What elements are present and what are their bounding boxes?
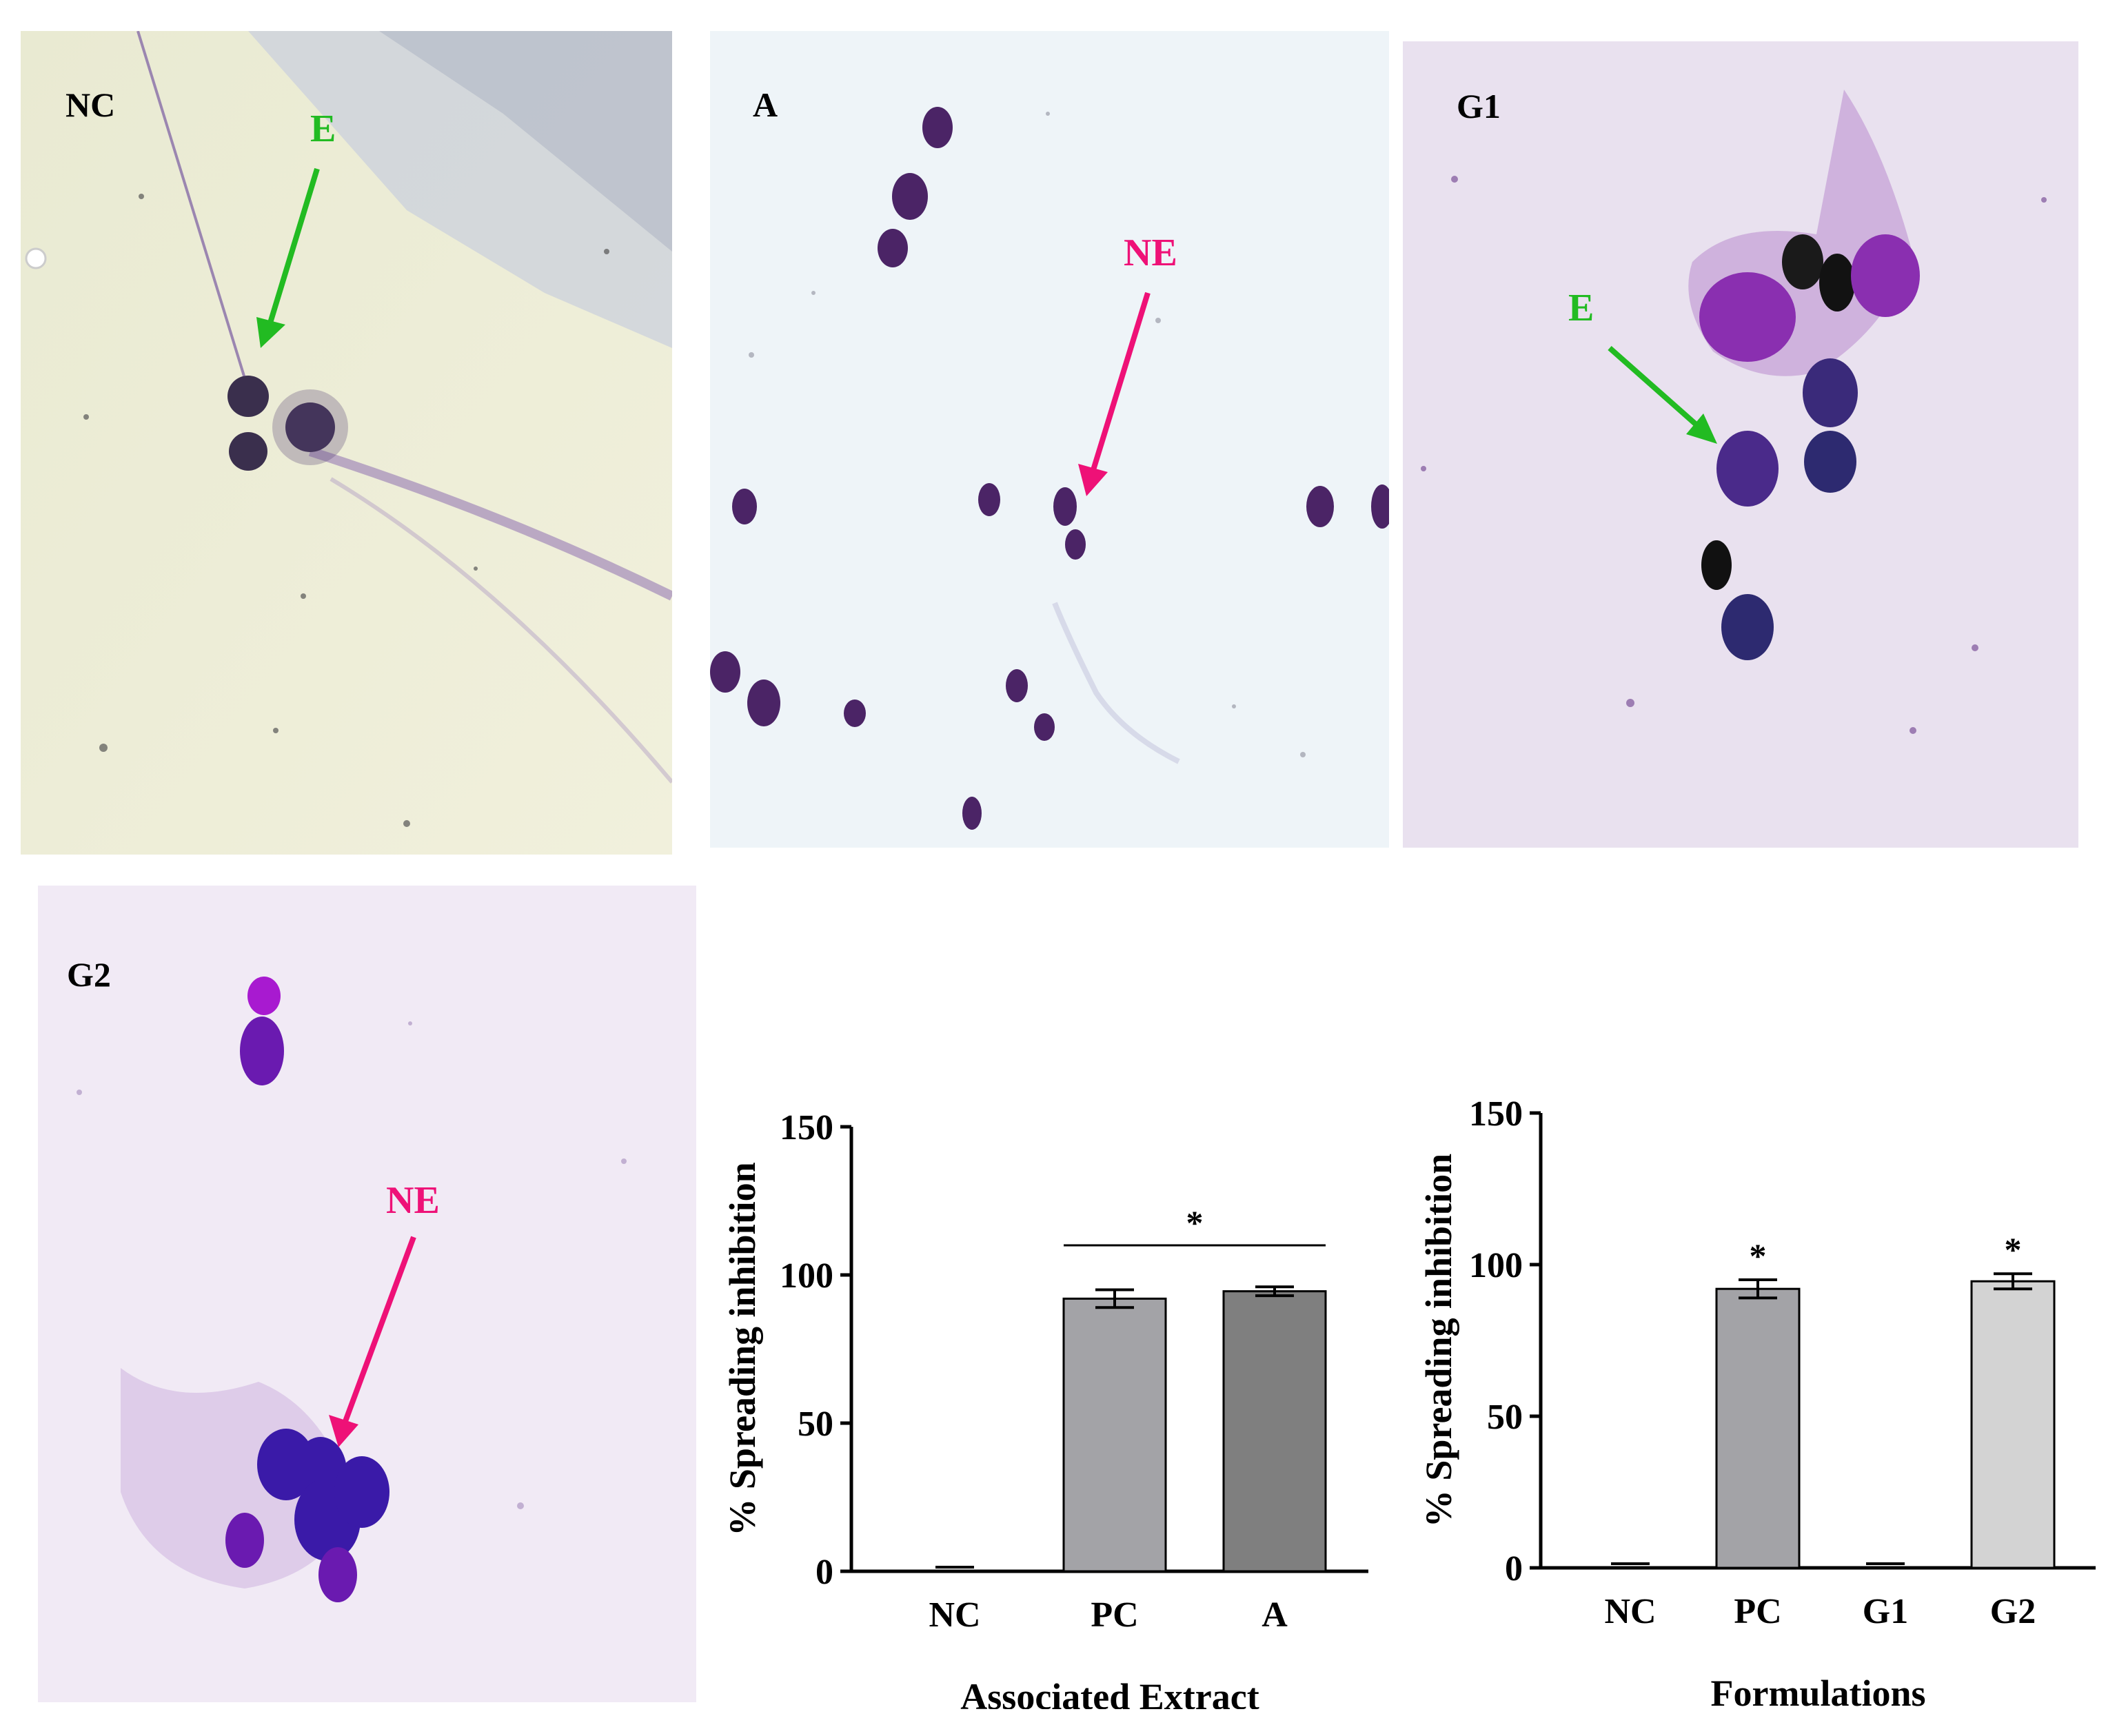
- cells: [710, 107, 1389, 830]
- annotation-label-ne: NE: [1124, 232, 1177, 274]
- x-tick-label: G1: [1863, 1592, 1908, 1631]
- annotation-arrow: [1078, 292, 1151, 496]
- x-tick-label: NC: [1604, 1592, 1656, 1631]
- chart-associated-extract-svg: 0 50 100 150 NC PC A * Associated Extract % Sprea…: [722, 1108, 1368, 1709]
- cell-cluster: [227, 376, 348, 471]
- y-axis-title: % Spreading inhibition: [1418, 1154, 1459, 1527]
- significance-star: *: [1750, 1236, 1767, 1275]
- y-tick-label: 150: [1469, 1094, 1523, 1134]
- chart-formulations: 0 50 100 150 NC PC * G1 G2 * Formulations % Spreadi…: [1413, 1075, 2103, 1716]
- x-tick-label: A: [1262, 1595, 1288, 1635]
- x-axis-title: Formulations: [1710, 1673, 1925, 1714]
- panel-label-nc: NC: [65, 85, 116, 124]
- micrograph-g1-image: [1403, 41, 2078, 848]
- x-tick-label: PC: [1091, 1595, 1138, 1635]
- y-tick-label: 100: [1469, 1246, 1523, 1285]
- bar-g2: [1970, 1280, 2056, 1569]
- significance-star: *: [1186, 1203, 1204, 1242]
- chart-formulations-svg: 0 50 100 150 NC PC * G1 G2 * Formulations % Spreadi…: [1418, 1094, 2096, 1714]
- micrograph-a: A NE: [710, 31, 1389, 848]
- bar-a: [1222, 1290, 1327, 1573]
- y-tick-label: 50: [798, 1405, 833, 1444]
- y-tick-label: 150: [780, 1108, 833, 1147]
- x-tick-label: G2: [1990, 1592, 2036, 1631]
- micrograph-nc-image: [21, 31, 672, 855]
- y-axis-title: % Spreading inhibition: [722, 1162, 763, 1535]
- annotation-label-ne: NE: [386, 1179, 440, 1222]
- y-tick-label: 50: [1487, 1398, 1523, 1437]
- annotation-label-e: E: [1568, 287, 1594, 329]
- x-axis-title: Associated Extract: [960, 1676, 1259, 1709]
- chart-associated-extract: 0 50 100 150 NC PC A * Associated Extract % Sprea…: [717, 1089, 1379, 1709]
- x-tick-label: NC: [929, 1595, 980, 1635]
- micrograph-g1: G1 E: [1403, 41, 2078, 848]
- cells: [225, 977, 389, 1602]
- cells: [1688, 90, 1920, 660]
- panel-label-g2: G2: [67, 955, 111, 994]
- annotation-arrow: [256, 167, 320, 348]
- micrograph-nc: NC E: [21, 31, 672, 855]
- micrograph-g2-image: [38, 886, 696, 1702]
- annotation-label-e: E: [310, 108, 336, 150]
- panel-label-a: A: [753, 85, 778, 124]
- bar-pc: [1715, 1287, 1801, 1569]
- significance-star: *: [2005, 1230, 2022, 1269]
- annotation-arrow: [1608, 346, 1717, 444]
- micrograph-a-image: [710, 31, 1389, 848]
- y-tick-label: 0: [816, 1553, 833, 1592]
- y-tick-label: 0: [1505, 1549, 1523, 1589]
- x-tick-label: PC: [1734, 1592, 1781, 1631]
- panel-label-g1: G1: [1457, 87, 1501, 125]
- micrograph-g2: G2 NE: [38, 886, 696, 1702]
- bar-pc: [1062, 1297, 1167, 1573]
- y-tick-label: 100: [780, 1256, 833, 1296]
- annotation-arrow: [329, 1236, 416, 1447]
